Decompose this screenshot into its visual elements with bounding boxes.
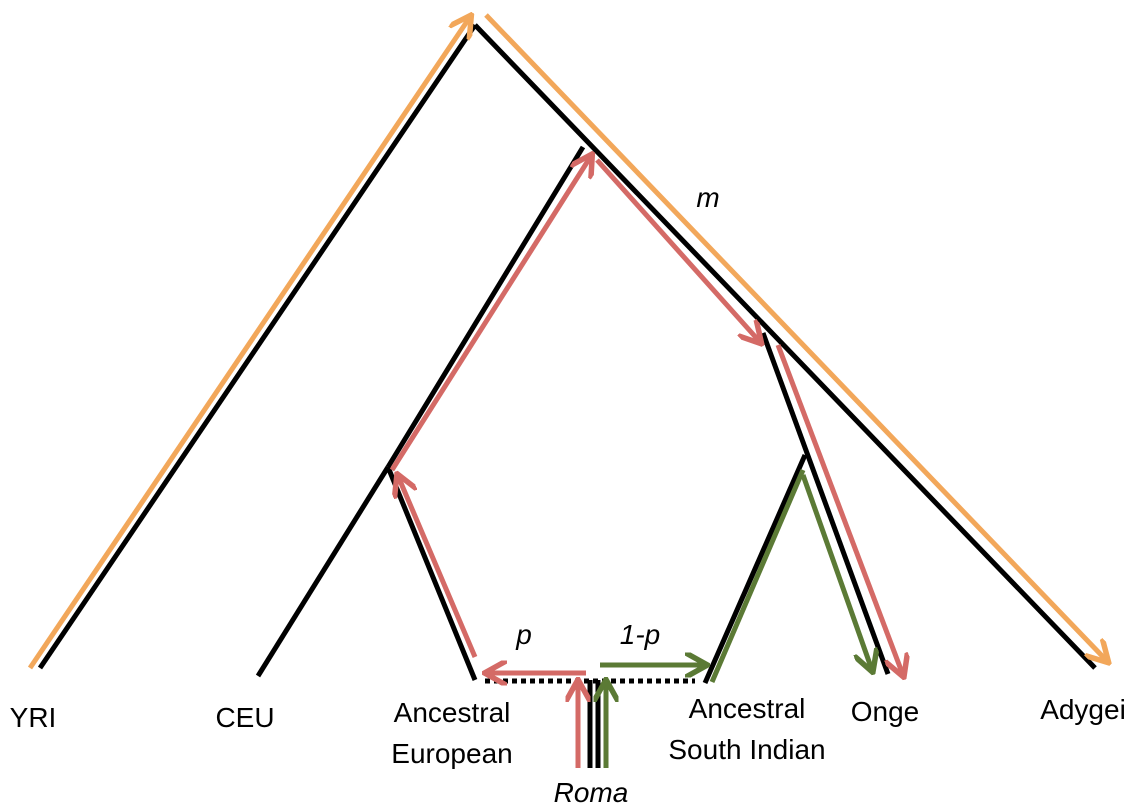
node-label: Roma (554, 777, 629, 808)
node-label: Adygei (1040, 694, 1126, 725)
edge-label: p (515, 619, 532, 650)
node-label: Ancestral (394, 697, 511, 728)
node-label: South Indian (668, 734, 825, 765)
tree (37, 23, 1097, 768)
node-label: YRI (10, 702, 57, 733)
node-label: CEU (215, 702, 274, 733)
node-label: European (391, 738, 512, 769)
node-label: Ancestral (689, 693, 806, 724)
edge-label: 1-p (620, 619, 660, 650)
node-label: Onge (851, 696, 920, 727)
edge-label: m (696, 182, 719, 213)
paths (27, 15, 1107, 768)
